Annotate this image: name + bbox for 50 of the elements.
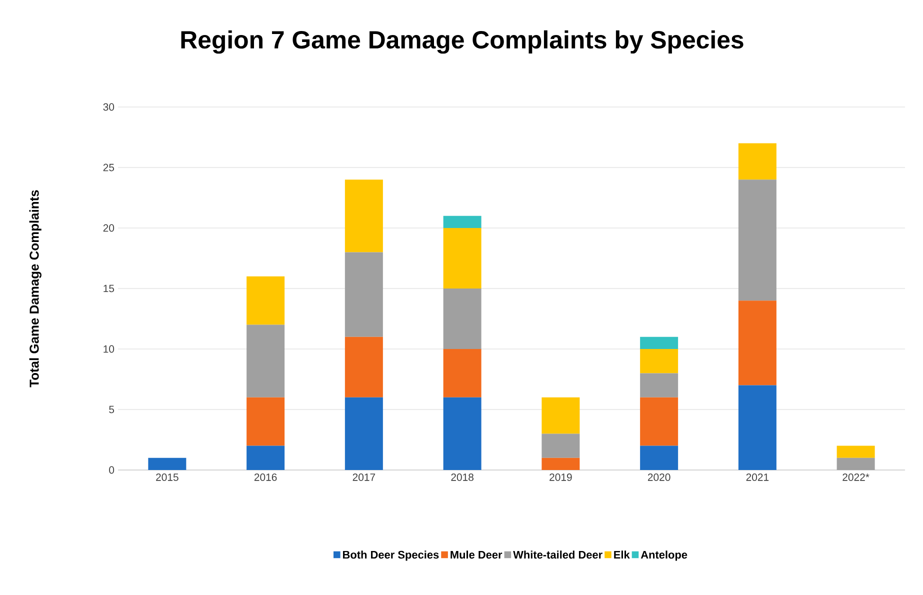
legend-label: Elk [614, 550, 630, 559]
y-tick-label: 5 [109, 406, 114, 414]
bar [738, 385, 776, 470]
bar [542, 397, 580, 434]
y-tick-label: 30 [103, 103, 114, 111]
y-tick-label: 10 [104, 345, 114, 353]
bar [246, 397, 285, 446]
bar [640, 397, 678, 446]
bar [836, 446, 875, 458]
bar [443, 216, 482, 228]
bar [640, 349, 678, 374]
bar [542, 434, 580, 458]
bar [738, 143, 776, 180]
bar [738, 180, 776, 301]
x-tick-label: 2016 [254, 474, 277, 481]
bar [738, 300, 776, 386]
bar [344, 397, 383, 470]
bar [148, 458, 186, 470]
x-tick-label: 2015 [156, 474, 178, 481]
bar [542, 458, 580, 470]
x-tick-label: 2020 [648, 474, 670, 481]
legend-label: White-tailed Deer [513, 550, 602, 559]
bar [640, 373, 678, 398]
x-tick-label: 2019 [550, 474, 572, 481]
bar [443, 397, 482, 470]
bar [443, 228, 482, 288]
bar [246, 446, 285, 470]
y-axis-title: Total Game Damage Complaints [29, 190, 42, 388]
bar [640, 446, 678, 470]
bar [246, 276, 285, 325]
bar [640, 336, 678, 349]
bar [443, 349, 482, 398]
legend-label: Antelope [640, 550, 688, 561]
x-tick-label: 2021 [746, 474, 769, 481]
legend-label: Both Deer Species [343, 550, 439, 561]
bar [246, 324, 285, 398]
bar [836, 458, 875, 470]
y-tick-label: 25 [103, 164, 114, 172]
x-tick-label: 2017 [352, 474, 376, 481]
y-tick-label: 15 [104, 284, 114, 292]
legend-label: Mule Deer [450, 550, 502, 559]
bar [344, 336, 383, 398]
y-tick-label: 20 [103, 224, 114, 232]
x-tick-label: 2018 [451, 474, 474, 481]
y-tick-label: 0 [109, 466, 114, 474]
bar [344, 180, 383, 252]
bar [344, 252, 383, 337]
bar [443, 288, 482, 349]
x-tick-label: 2022* [842, 474, 870, 481]
chart-title: Region 7 Game Damage Complaints by Species [181, 30, 744, 54]
